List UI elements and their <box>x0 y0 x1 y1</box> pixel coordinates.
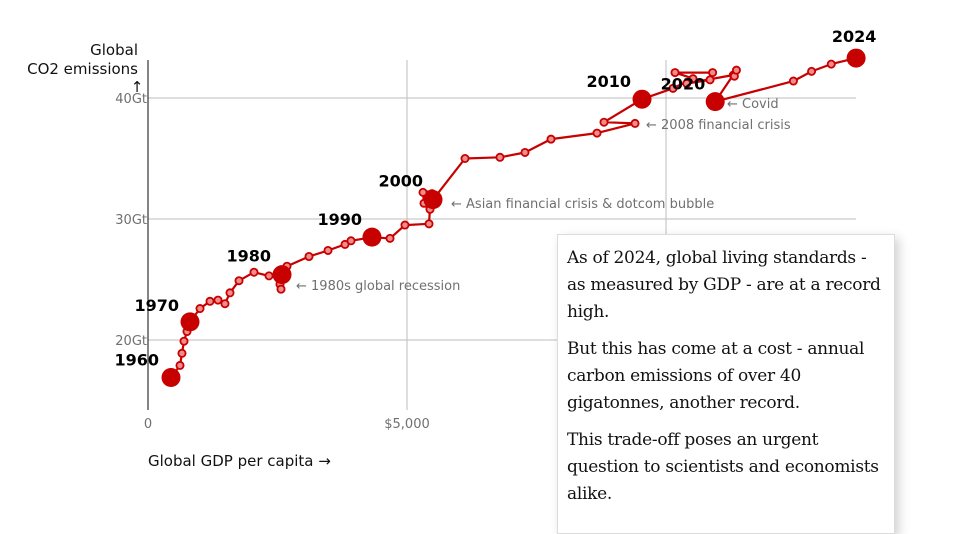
tick-labels: 20Gt 30Gt 40Gt 0 $5,000 <box>115 92 429 432</box>
annotation-1980: ← 1980s global recession <box>296 279 460 294</box>
data-point-1977 <box>249 267 259 277</box>
data-point-2002 <box>495 152 505 162</box>
decade-label-2000: 2000 <box>378 172 423 191</box>
data-point-1962 <box>177 348 187 358</box>
data-point-1993 <box>424 219 434 229</box>
decade-point-2020 <box>705 92 725 112</box>
commentary-paragraph-3: This trade-off poses an urgent question … <box>567 430 879 504</box>
data-point-2003 <box>520 147 530 157</box>
x-axis-title: Global GDP per capita → <box>148 452 331 470</box>
data-point-2004 <box>546 134 556 144</box>
decade-point-1970 <box>180 312 200 332</box>
data-point-1992 <box>400 220 410 230</box>
data-point-2007 <box>599 117 609 127</box>
decade-label-2020: 2020 <box>661 75 706 94</box>
decade-label-2024: 2024 <box>832 27 877 46</box>
y-axis-title-line-1: Global <box>90 41 138 59</box>
decade-label-1990: 1990 <box>317 210 362 229</box>
commentary-paragraph-1: As of 2024, global living standards - as… <box>567 248 881 322</box>
decade-label-1970: 1970 <box>134 296 179 315</box>
data-point-1974 <box>220 299 230 309</box>
x-tick-label: $5,000 <box>384 417 430 432</box>
y-axis-arrow-icon: ↑ <box>131 78 144 96</box>
data-point-2014 <box>708 68 718 78</box>
x-tick-label: 0 <box>144 417 152 432</box>
data-point-1985 <box>323 245 333 255</box>
annotation-2000: ← Asian financial crisis & dotcom bubble <box>451 197 714 212</box>
decade-point-1960 <box>161 368 181 388</box>
y-tick-label: 20Gt <box>115 334 147 349</box>
data-point-1971 <box>195 304 205 314</box>
data-point-2022 <box>807 66 817 76</box>
data-point-1991 <box>385 233 395 243</box>
data-point-2011 <box>668 83 678 93</box>
data-point-2019 <box>731 65 741 75</box>
data-point-1978 <box>264 271 274 281</box>
decade-point-2024 <box>846 48 866 68</box>
decade-point-1980 <box>272 265 292 285</box>
data-point-1975 <box>225 288 235 298</box>
decade-point-2010 <box>632 89 652 109</box>
data-point-1987 <box>346 236 356 246</box>
data-point-1984 <box>304 252 314 262</box>
y-axis-title-line-2: CO2 emissions <box>27 60 138 78</box>
y-tick-label: 30Gt <box>115 213 147 228</box>
decade-label-2010: 2010 <box>586 72 631 91</box>
data-point-2021 <box>788 76 798 86</box>
data-point-1972 <box>205 296 215 306</box>
data-point-2012 <box>688 74 698 84</box>
data-point-2006 <box>630 118 640 128</box>
data-point-2001 <box>460 153 470 163</box>
data-point-1982 <box>276 284 286 294</box>
decade-point-1990 <box>362 227 382 247</box>
y-tick-label: 40Gt <box>115 92 147 107</box>
annotation-2020: ← Covid <box>727 97 779 112</box>
data-point-2015 <box>705 75 715 85</box>
data-point-2005 <box>592 128 602 138</box>
decade-label-1960: 1960 <box>114 351 159 370</box>
data-point-1973 <box>213 295 223 305</box>
decade-label-1980: 1980 <box>226 247 271 266</box>
data-points <box>161 48 866 388</box>
data-point-1976 <box>234 276 244 286</box>
commentary-box: As of 2024, global living standards - as… <box>557 234 895 534</box>
decade-point-2000 <box>423 190 443 210</box>
annotation-2008: ← 2008 financial crisis <box>646 118 791 133</box>
data-point-2023 <box>826 59 836 69</box>
data-point-1963 <box>179 336 189 346</box>
data-point-2016 <box>682 78 692 88</box>
decade-labels: 1960 1970 1980 1990 2000 2010 2020 2024 <box>114 27 876 369</box>
annotations: ← 1980s global recession ← Asian financia… <box>296 97 791 294</box>
commentary-paragraph-2: But this has come at a cost - annual car… <box>567 339 865 413</box>
data-point-1996 <box>418 187 428 197</box>
data-point-1961 <box>175 360 185 370</box>
data-point-2013 <box>670 68 680 78</box>
